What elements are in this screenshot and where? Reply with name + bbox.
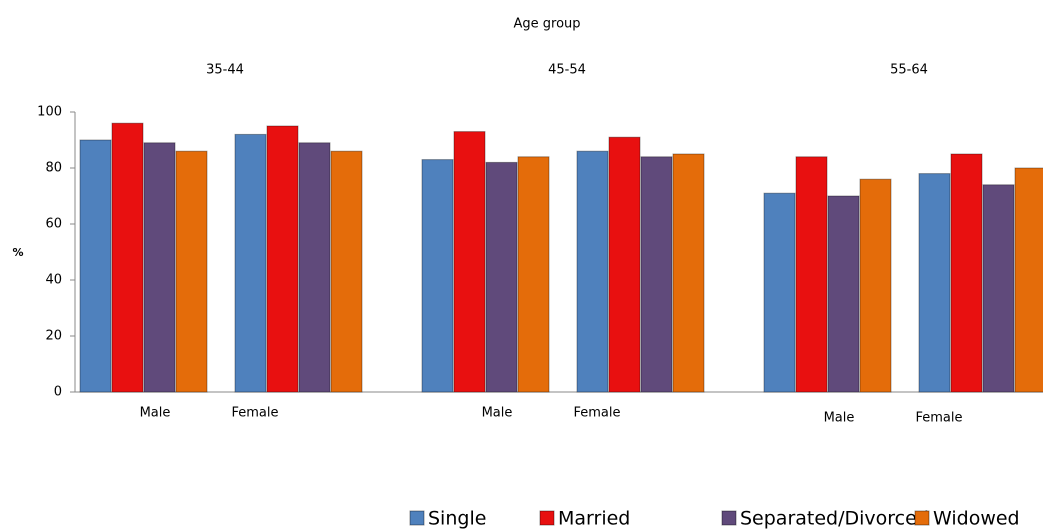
bar (576, 150, 609, 393)
legend-swatch (539, 510, 555, 526)
group-label: 35-44 (206, 63, 244, 78)
bar (485, 161, 518, 393)
bar (517, 156, 550, 393)
legend-label: Married (558, 508, 630, 530)
chart-title: Age group (513, 17, 580, 32)
y-tick-label: 60 (45, 217, 62, 232)
legend-swatch (409, 510, 425, 526)
bar (982, 184, 1015, 393)
bar (175, 150, 208, 393)
bar (421, 159, 454, 393)
x-tick-label: Male (482, 406, 513, 421)
bar (795, 156, 828, 393)
bar (1014, 167, 1043, 393)
y-tick-label: 100 (37, 105, 62, 120)
x-tick-label: Male (140, 406, 171, 421)
bar (827, 195, 860, 393)
bar (672, 153, 705, 393)
x-tick-label: Female (231, 406, 278, 421)
bar (143, 142, 176, 393)
y-tick-label: 40 (45, 273, 62, 288)
bar (608, 136, 641, 393)
bar (859, 178, 892, 393)
bar (950, 153, 983, 393)
bar (918, 173, 951, 393)
y-tick-label: 20 (45, 329, 62, 344)
x-tick-label: Male (824, 411, 855, 426)
bar (763, 192, 796, 393)
legend-label: Single (428, 508, 486, 530)
legend-swatch (914, 510, 930, 526)
bar (298, 142, 331, 393)
group-label: 45-54 (548, 63, 586, 78)
bar (330, 150, 363, 393)
legend-label: Separated/Divorced (740, 508, 929, 530)
bar (111, 122, 144, 393)
legend-swatch (721, 510, 737, 526)
bar (79, 139, 112, 393)
y-axis-label: % (12, 246, 23, 259)
bar (234, 133, 267, 393)
x-tick-label: Female (573, 406, 620, 421)
y-tick-label: 80 (45, 161, 62, 176)
bar (453, 131, 486, 393)
x-tick-label: Female (915, 411, 962, 426)
y-tick-label: 0 (54, 385, 62, 400)
bar (266, 125, 299, 393)
bar (640, 156, 673, 393)
legend-label: Widowed (933, 508, 1020, 530)
group-label: 55-64 (890, 63, 928, 78)
